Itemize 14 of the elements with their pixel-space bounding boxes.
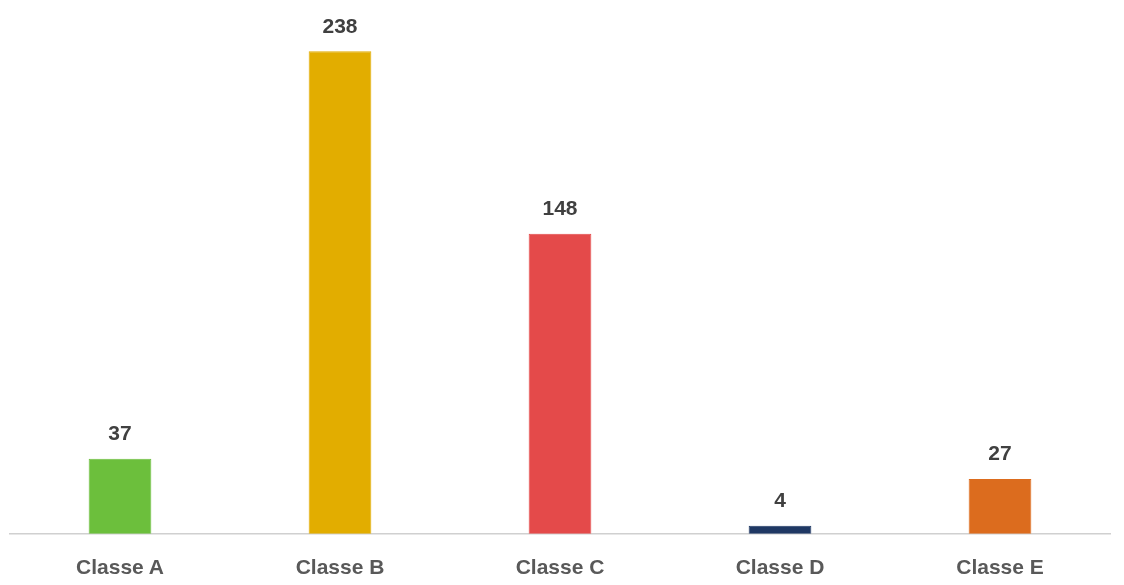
data-label: 148 (542, 196, 578, 220)
x-tick-label: Classe A (76, 555, 164, 579)
x-tick-label: Classe D (735, 555, 825, 579)
data-label: 37 (108, 421, 132, 445)
x-tick-label: Classe C (515, 555, 605, 579)
x-tick-label: Classe E (956, 555, 1044, 579)
data-label: 4 (774, 487, 787, 511)
bar (968, 479, 1032, 534)
bar (308, 51, 372, 534)
data-label: 27 (988, 441, 1012, 465)
bar (88, 458, 152, 534)
bar (528, 233, 592, 534)
x-tick-label: Classe B (295, 555, 385, 579)
data-label: 238 (322, 13, 358, 37)
